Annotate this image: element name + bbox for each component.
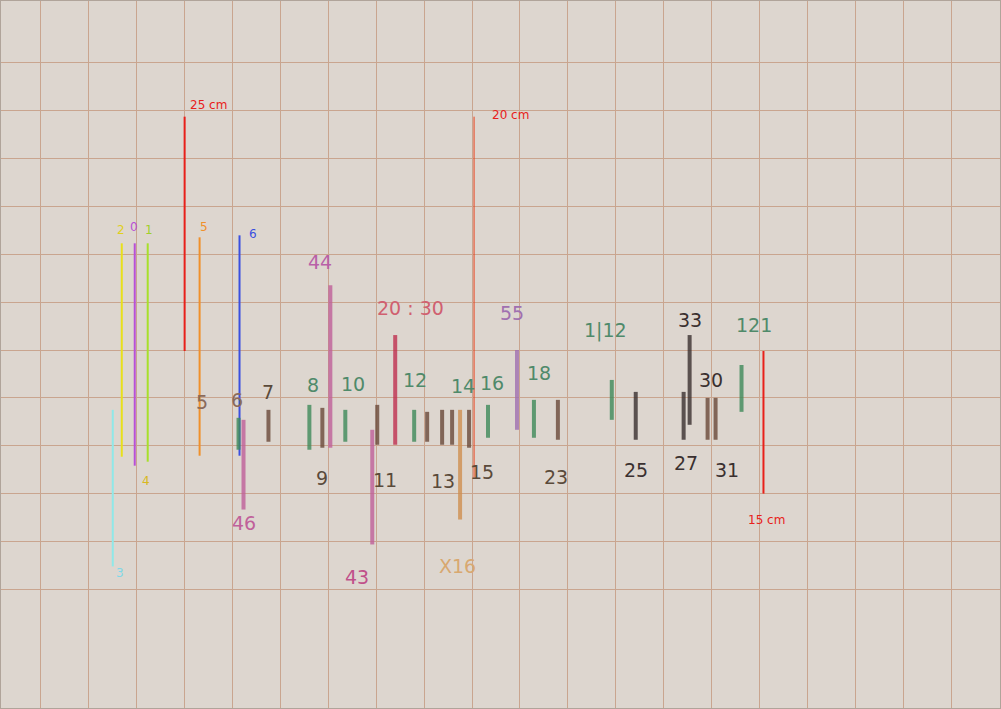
svg-text:10: 10 xyxy=(341,373,365,395)
svg-text:25: 25 xyxy=(624,459,648,481)
svg-text:20 : 30: 20 : 30 xyxy=(377,297,444,319)
svg-text:11: 11 xyxy=(373,469,397,491)
svg-text:46: 46 xyxy=(232,512,256,534)
svg-text:0: 0 xyxy=(130,220,138,234)
svg-text:3: 3 xyxy=(116,566,124,580)
svg-text:31: 31 xyxy=(715,459,739,481)
svg-text:33: 33 xyxy=(678,309,702,331)
svg-text:20 cm: 20 cm xyxy=(492,108,529,122)
svg-text:4: 4 xyxy=(142,474,150,488)
svg-text:5: 5 xyxy=(200,220,208,234)
svg-text:X16: X16 xyxy=(439,555,476,577)
svg-text:121: 121 xyxy=(736,314,772,336)
svg-text:55: 55 xyxy=(500,302,524,324)
svg-text:25 cm: 25 cm xyxy=(190,98,227,112)
svg-text:18: 18 xyxy=(527,362,551,384)
svg-text:12: 12 xyxy=(403,369,427,391)
svg-text:23: 23 xyxy=(544,466,568,488)
svg-text:6: 6 xyxy=(231,389,243,411)
svg-text:7: 7 xyxy=(262,381,274,403)
svg-text:15 cm: 15 cm xyxy=(748,513,785,527)
svg-text:44: 44 xyxy=(308,251,332,273)
svg-text:8: 8 xyxy=(307,374,319,396)
svg-text:6: 6 xyxy=(249,227,257,241)
svg-text:30: 30 xyxy=(699,369,723,391)
svg-text:16: 16 xyxy=(480,372,504,394)
svg-text:27: 27 xyxy=(674,452,698,474)
svg-text:13: 13 xyxy=(431,470,455,492)
svg-text:1: 1 xyxy=(145,223,153,237)
svg-text:1|12: 1|12 xyxy=(584,319,627,342)
svg-text:9: 9 xyxy=(316,467,328,489)
svg-text:2: 2 xyxy=(117,223,125,237)
svg-text:15: 15 xyxy=(470,461,494,483)
svg-text:43: 43 xyxy=(345,566,369,588)
svg-text:14: 14 xyxy=(451,375,475,397)
svg-text:5: 5 xyxy=(196,391,208,413)
